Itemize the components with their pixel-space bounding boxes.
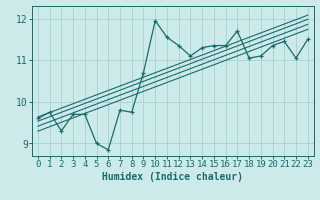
X-axis label: Humidex (Indice chaleur): Humidex (Indice chaleur) (102, 172, 243, 182)
